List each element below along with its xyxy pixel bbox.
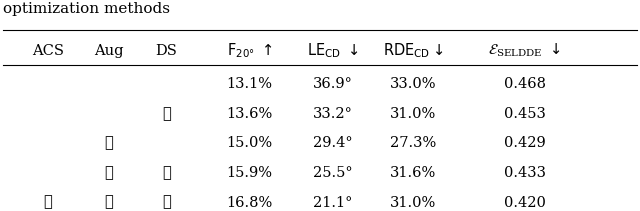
Text: 25.5°: 25.5° xyxy=(313,166,353,180)
Text: 31.0%: 31.0% xyxy=(390,196,436,210)
Text: ✓: ✓ xyxy=(104,196,113,210)
Text: 0.420: 0.420 xyxy=(504,196,546,210)
Text: Aug: Aug xyxy=(94,44,124,58)
Text: ✓: ✓ xyxy=(44,196,52,210)
Text: ✓: ✓ xyxy=(104,166,113,180)
Text: 13.6%: 13.6% xyxy=(227,107,273,121)
Text: 21.1°: 21.1° xyxy=(313,196,353,210)
Text: 36.9°: 36.9° xyxy=(313,77,353,91)
Text: 15.9%: 15.9% xyxy=(227,166,273,180)
Text: ✓: ✓ xyxy=(162,107,171,121)
Text: $\mathcal{E}_\mathregular{SELDDE}\ \downarrow$: $\mathcal{E}_\mathregular{SELDDE}\ \down… xyxy=(488,42,561,60)
Text: ACS: ACS xyxy=(32,44,64,58)
Text: 0.429: 0.429 xyxy=(504,137,546,150)
Text: 33.2°: 33.2° xyxy=(313,107,353,121)
Text: 15.0%: 15.0% xyxy=(227,137,273,150)
Text: ✓: ✓ xyxy=(162,166,171,180)
Text: 13.1%: 13.1% xyxy=(227,77,273,91)
Text: 29.4°: 29.4° xyxy=(313,137,353,150)
Text: $\mathrm{LE_{CD}}\ \downarrow$: $\mathrm{LE_{CD}}\ \downarrow$ xyxy=(307,41,359,60)
Text: ✓: ✓ xyxy=(162,196,171,210)
Text: $\mathrm{RDE_{CD}}$$\downarrow$: $\mathrm{RDE_{CD}}$$\downarrow$ xyxy=(383,41,443,60)
Text: optimization methods: optimization methods xyxy=(3,2,170,16)
Text: DS: DS xyxy=(156,44,177,58)
Text: 33.0%: 33.0% xyxy=(390,77,436,91)
Text: 31.0%: 31.0% xyxy=(390,107,436,121)
Text: $\mathrm{F_{20°}}\ \uparrow$: $\mathrm{F_{20°}}\ \uparrow$ xyxy=(227,41,273,60)
Text: 27.3%: 27.3% xyxy=(390,137,436,150)
Text: ✓: ✓ xyxy=(104,137,113,150)
Text: 0.433: 0.433 xyxy=(504,166,546,180)
Text: 31.6%: 31.6% xyxy=(390,166,436,180)
Text: 16.8%: 16.8% xyxy=(227,196,273,210)
Text: 0.468: 0.468 xyxy=(504,77,546,91)
Text: 0.453: 0.453 xyxy=(504,107,546,121)
